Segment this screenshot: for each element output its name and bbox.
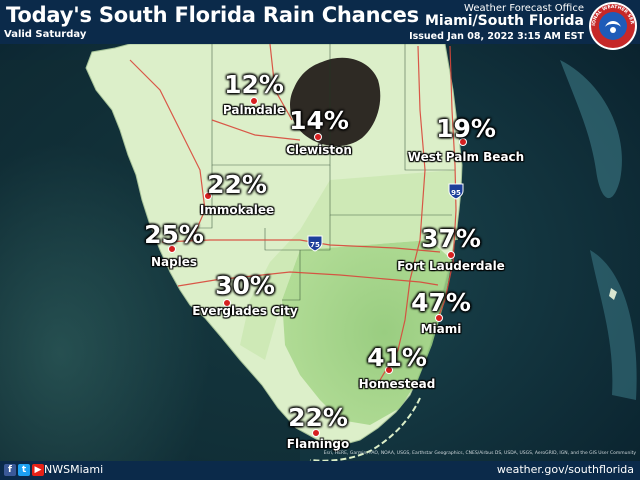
city-label-miami: 47% Miami	[411, 290, 471, 336]
valid-day: Valid Saturday	[4, 29, 87, 40]
city-marker	[168, 245, 176, 253]
interstate-95-shield: 95	[448, 183, 464, 200]
youtube-icon[interactable]: ▶	[32, 464, 44, 476]
city-marker	[314, 133, 322, 141]
mid-rain-shading	[240, 170, 458, 360]
rain-chance: 37%	[421, 224, 481, 253]
rain-chance: 14%	[289, 106, 349, 135]
office-name: Weather Forecast Office	[464, 3, 584, 14]
map-title: Today's South Florida Rain Chances	[6, 3, 419, 27]
city-name: West Palm Beach	[407, 150, 525, 164]
rain-chance: 47%	[411, 288, 471, 317]
noaa-nws-logo-icon: NATIONAL WEATHER SERVICE	[588, 1, 637, 50]
city-marker	[447, 251, 455, 259]
website-link[interactable]: weather.gov/southflorida	[496, 463, 634, 476]
svg-text:95: 95	[451, 189, 461, 197]
city-name: Immokalee	[199, 203, 275, 217]
bahamas-bank	[560, 60, 622, 199]
rain-chance: 22%	[207, 170, 267, 199]
city-label-everglades-city: 30% Everglades City	[192, 273, 297, 318]
city-label-clewiston: 14% Clewiston	[286, 108, 352, 157]
city-name: Naples	[150, 255, 198, 269]
twitter-icon[interactable]: t	[18, 464, 30, 476]
social-handle[interactable]: NWSMiami	[44, 463, 104, 476]
city-marker	[459, 138, 467, 146]
office-location: Miami/South Florida	[424, 13, 584, 29]
city-name: Clewiston	[286, 143, 352, 157]
map-attribution: Esri, HERE, Garmin, FAO, NOAA, USGS, Ear…	[323, 451, 636, 456]
city-name: Miami	[420, 322, 462, 336]
rain-chance: 30%	[215, 271, 275, 300]
footer-bar: f t ▶ NWSMiami weather.gov/southflorida	[0, 461, 640, 480]
city-label-flamingo: 22% Flamingo	[287, 405, 349, 451]
city-marker	[385, 366, 393, 374]
rain-chance: 19%	[436, 114, 496, 143]
city-marker	[250, 97, 258, 105]
city-marker	[312, 429, 320, 437]
city-name: Everglades City	[192, 304, 298, 318]
city-name: Fort Lauderdale	[397, 259, 505, 273]
rain-chance: 12%	[224, 70, 284, 99]
city-marker	[204, 192, 212, 200]
bimini-island	[609, 288, 617, 300]
svg-text:75: 75	[310, 241, 320, 249]
florida-keys	[309, 397, 421, 462]
city-marker	[223, 299, 231, 307]
rain-chance: 25%	[144, 220, 204, 249]
city-label-naples: 25% Naples	[144, 222, 204, 269]
city-label-immokalee: 22% Immokalee	[200, 172, 274, 217]
city-marker	[435, 314, 443, 322]
header-bar: Today's South Florida Rain Chances Valid…	[0, 0, 640, 44]
city-label-homestead: 41% Homestead	[359, 345, 436, 391]
city-label-palmdale: 12% Palmdale	[223, 72, 285, 117]
rain-chance: 41%	[367, 343, 427, 372]
rain-chance: 22%	[288, 403, 348, 432]
facebook-icon[interactable]: f	[4, 464, 16, 476]
city-name: Palmdale	[222, 103, 286, 117]
lake-okeechobee	[290, 57, 381, 147]
interstate-75-shield: 75	[307, 235, 323, 252]
county-lines	[160, 44, 455, 301]
city-label-fort-lauderdale: 37% Fort Lauderdale	[397, 226, 505, 273]
social-links: f t ▶	[4, 464, 44, 476]
city-name: Homestead	[358, 377, 436, 391]
city-label-west-palm-beach: 19% West Palm Beach	[408, 116, 524, 164]
city-name: Flamingo	[286, 437, 350, 451]
issued-time: Issued Jan 08, 2022 3:15 AM EST	[409, 31, 584, 42]
bahamas-bank-south	[590, 250, 637, 400]
